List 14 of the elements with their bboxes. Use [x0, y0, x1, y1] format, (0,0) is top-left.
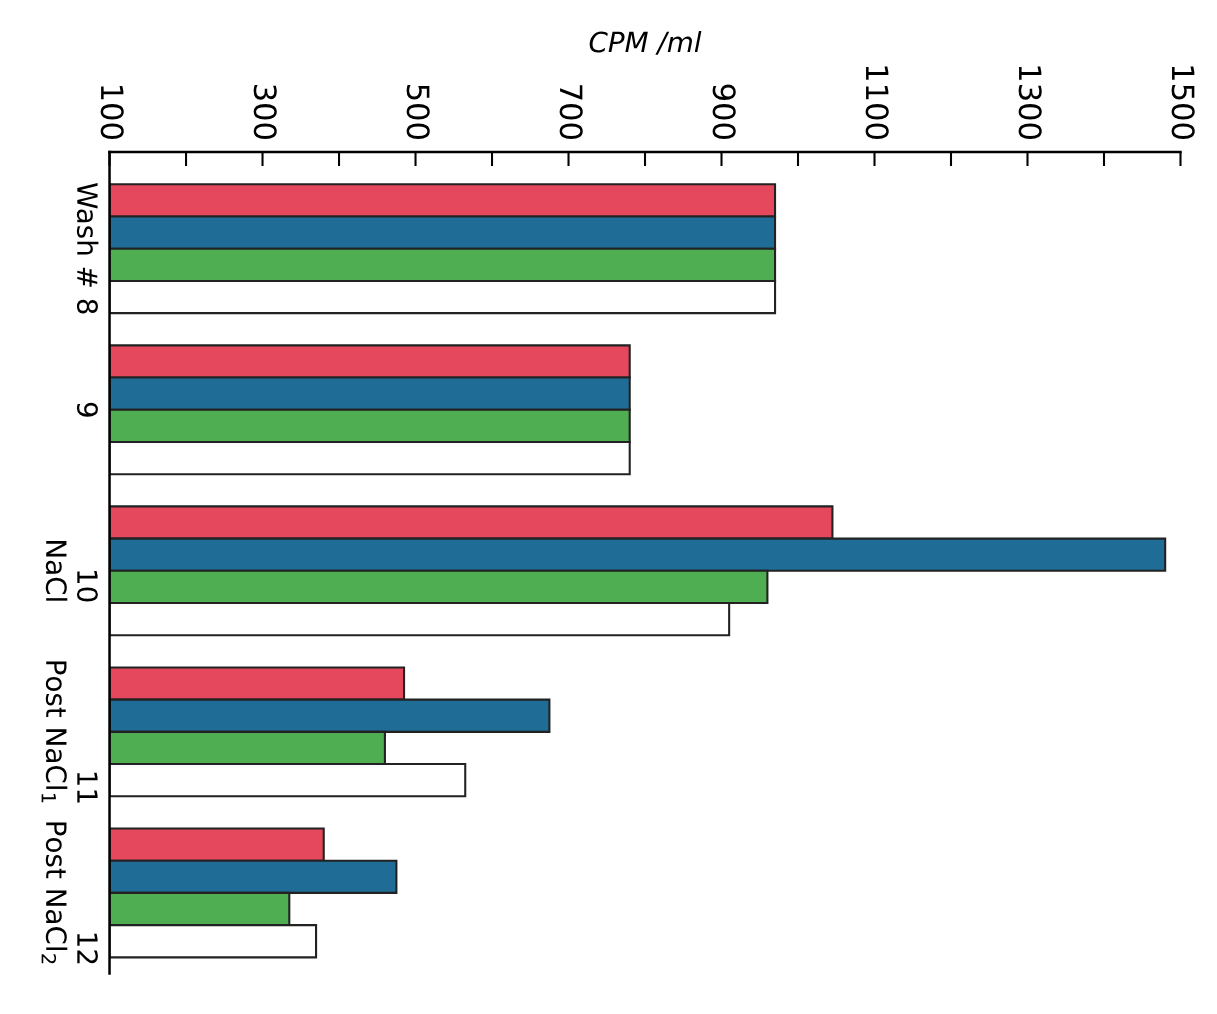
x-tick-label: 900 [712, 84, 736, 139]
x-tick-label: 100 [100, 86, 124, 139]
x-tick-label: 500 [406, 85, 430, 139]
y-tick-label: 9 [76, 402, 98, 417]
x-tick-label: 1300 [1018, 66, 1042, 139]
x-tick-label: 300 [253, 85, 277, 139]
y-tick-label: 12 Post NaCl$_{2}$ [41, 822, 98, 964]
x-tick-label: 1500 [1171, 66, 1195, 139]
x-tick-label: 700 [559, 85, 583, 139]
y-tick-label: 11 Post NaCl$_{1}$ [41, 661, 98, 803]
x-axis-title: CPM /ml [589, 31, 702, 55]
x-tick-label: 1100 [865, 66, 889, 139]
y-tick-label: Wash # 8 [76, 182, 99, 314]
y-tick-label: 10 NaCl [45, 541, 98, 602]
